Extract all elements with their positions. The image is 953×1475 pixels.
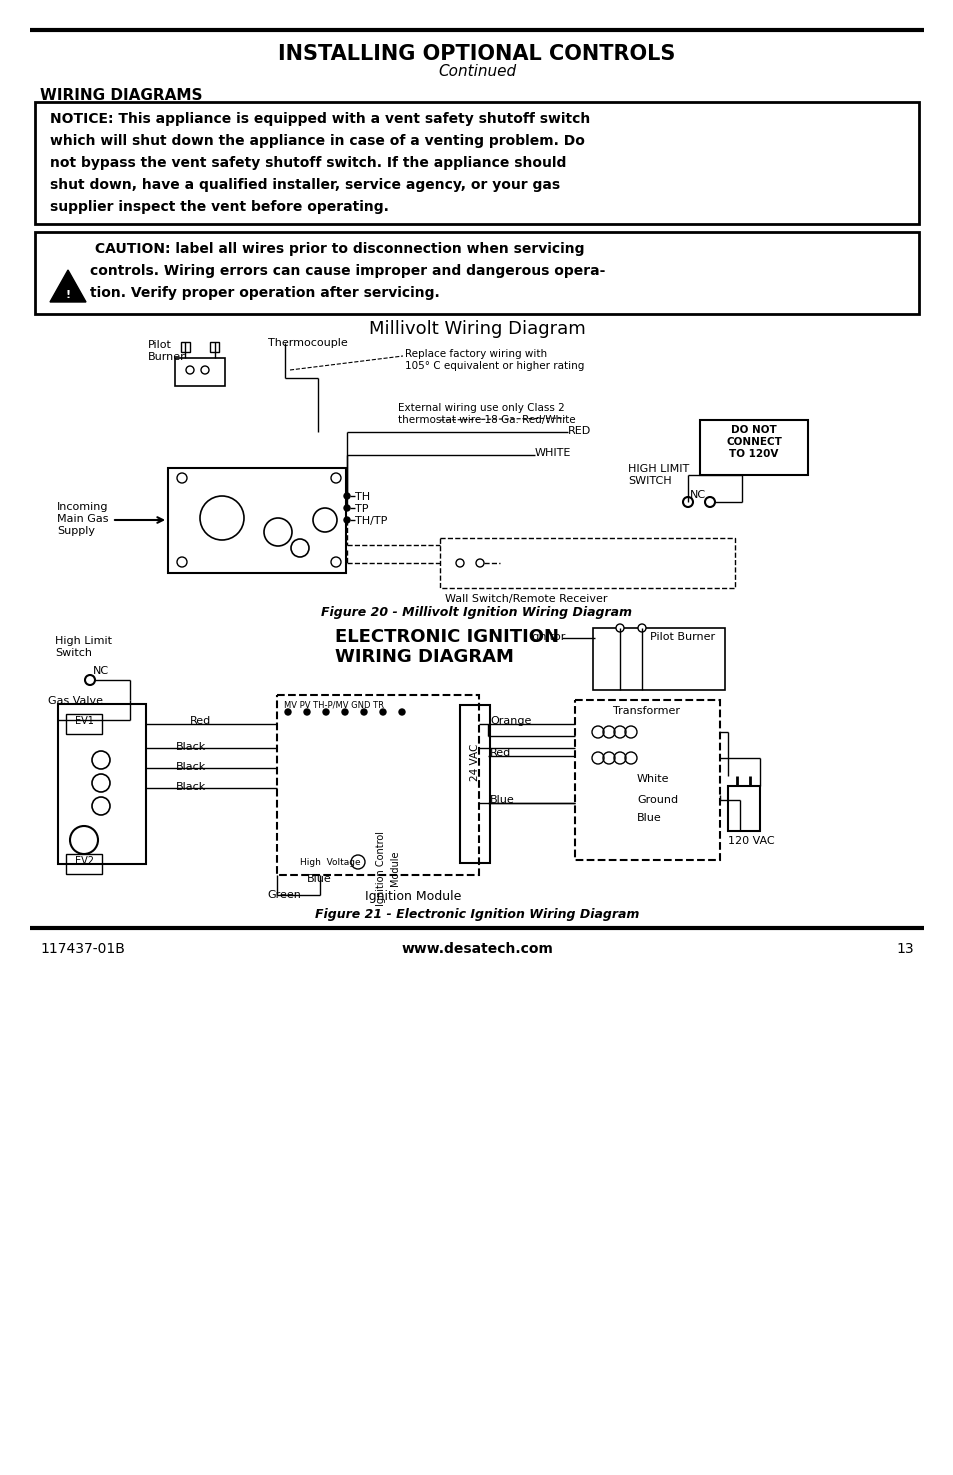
Text: Figure 20 - Millivolt Ignition Wiring Diagram: Figure 20 - Millivolt Ignition Wiring Di…	[321, 606, 632, 619]
Text: Pilot Burner: Pilot Burner	[649, 631, 715, 642]
Text: Green: Green	[267, 889, 300, 900]
Text: Blue: Blue	[307, 875, 332, 884]
Text: TO 120V: TO 120V	[728, 448, 778, 459]
Text: Millivolt Wiring Diagram: Millivolt Wiring Diagram	[368, 320, 585, 338]
Circle shape	[323, 709, 329, 715]
Bar	[174, 358, 225, 386]
Text: CAUTION: label all wires prior to disconnection when servicing: CAUTION: label all wires prior to discon…	[90, 242, 584, 257]
Circle shape	[344, 518, 350, 524]
Bar	[700, 420, 807, 475]
Text: Red: Red	[190, 715, 211, 726]
Text: White: White	[637, 774, 669, 785]
Bar	[66, 714, 102, 735]
Circle shape	[360, 709, 367, 715]
Text: Black: Black	[175, 742, 206, 752]
Text: TP: TP	[355, 504, 368, 513]
Circle shape	[398, 709, 405, 715]
Text: High  Voltage: High Voltage	[299, 858, 360, 867]
Text: 13: 13	[896, 943, 913, 956]
Text: ELECTRONIC IGNITION: ELECTRONIC IGNITION	[335, 628, 558, 646]
Text: HIGH LIMIT: HIGH LIMIT	[627, 465, 688, 473]
Text: EV1: EV1	[74, 715, 93, 726]
Circle shape	[341, 709, 348, 715]
Circle shape	[379, 709, 386, 715]
Bar	[35, 232, 918, 314]
Circle shape	[616, 624, 623, 631]
Text: www.desatech.com: www.desatech.com	[400, 943, 553, 956]
Bar	[276, 695, 478, 875]
Text: Burner: Burner	[148, 353, 186, 361]
Bar	[210, 342, 219, 353]
Text: Ground: Ground	[637, 795, 678, 805]
Text: thermostat wire 18 Ga. Red/White: thermostat wire 18 Ga. Red/White	[397, 414, 575, 425]
Text: Thermocouple: Thermocouple	[268, 338, 348, 348]
Text: shut down, have a qualified installer, service agency, or your gas: shut down, have a qualified installer, s…	[50, 178, 559, 192]
Bar	[58, 704, 146, 864]
Text: 117437-01B: 117437-01B	[40, 943, 125, 956]
Text: External wiring use only Class 2: External wiring use only Class 2	[397, 403, 564, 413]
Text: Black: Black	[175, 782, 206, 792]
Text: !: !	[66, 291, 71, 299]
Text: WIRING DIAGRAMS: WIRING DIAGRAMS	[40, 88, 202, 103]
Text: supplier inspect the vent before operating.: supplier inspect the vent before operati…	[50, 201, 389, 214]
Bar	[168, 468, 346, 572]
Bar	[181, 342, 190, 353]
Text: Module: Module	[390, 850, 399, 886]
Text: controls. Wiring errors can cause improper and dangerous opera-: controls. Wiring errors can cause improp…	[90, 264, 605, 277]
Text: Supply: Supply	[57, 527, 95, 535]
Text: INSTALLING OPTIONAL CONTROLS: INSTALLING OPTIONAL CONTROLS	[278, 44, 675, 63]
Text: SWITCH: SWITCH	[627, 476, 671, 485]
Text: 24 VAC: 24 VAC	[470, 743, 479, 780]
Bar	[35, 102, 918, 224]
Text: TH: TH	[355, 493, 370, 502]
Polygon shape	[50, 270, 86, 302]
Text: CONNECT: CONNECT	[725, 437, 781, 447]
Text: NC: NC	[689, 490, 705, 500]
Bar	[439, 538, 734, 589]
Text: NOTICE: This appliance is equipped with a vent safety shutoff switch: NOTICE: This appliance is equipped with …	[50, 112, 590, 125]
Circle shape	[304, 709, 310, 715]
Text: Ignition Module: Ignition Module	[365, 889, 461, 903]
Text: Blue: Blue	[490, 795, 515, 805]
Circle shape	[285, 709, 291, 715]
Text: 105° C equivalent or higher rating: 105° C equivalent or higher rating	[405, 361, 584, 372]
Text: High Limit: High Limit	[55, 636, 112, 646]
Text: WIRING DIAGRAM: WIRING DIAGRAM	[335, 648, 514, 667]
Text: Gas Valve: Gas Valve	[48, 696, 103, 707]
Circle shape	[344, 493, 350, 499]
Text: Pilot: Pilot	[148, 341, 172, 350]
Bar	[727, 786, 760, 830]
Text: WHITE: WHITE	[535, 448, 571, 459]
Text: DO NOT: DO NOT	[730, 425, 776, 435]
Circle shape	[638, 624, 645, 631]
Text: Wall Switch/Remote Receiver: Wall Switch/Remote Receiver	[444, 594, 607, 603]
Text: RED: RED	[567, 426, 591, 437]
Text: Black: Black	[175, 763, 206, 771]
Circle shape	[344, 504, 350, 510]
Text: tion. Verify proper operation after servicing.: tion. Verify proper operation after serv…	[90, 286, 439, 299]
Text: not bypass the vent safety shutoff switch. If the appliance should: not bypass the vent safety shutoff switc…	[50, 156, 566, 170]
Text: Orange: Orange	[490, 715, 531, 726]
Text: Ignitor: Ignitor	[530, 631, 566, 642]
Text: MV PV TH-P/MV GND TR: MV PV TH-P/MV GND TR	[284, 701, 384, 709]
Text: Main Gas: Main Gas	[57, 513, 109, 524]
Text: Replace factory wiring with: Replace factory wiring with	[405, 350, 547, 358]
Text: NC: NC	[92, 667, 109, 676]
Bar	[459, 705, 490, 863]
Text: Transformer: Transformer	[613, 707, 679, 715]
Text: TH/TP: TH/TP	[355, 516, 387, 527]
Text: Incoming: Incoming	[57, 502, 109, 512]
Text: Figure 21 - Electronic Ignition Wiring Diagram: Figure 21 - Electronic Ignition Wiring D…	[314, 909, 639, 920]
Text: Blue: Blue	[637, 813, 661, 823]
Text: 120 VAC: 120 VAC	[727, 836, 774, 847]
Text: Continued: Continued	[437, 63, 516, 80]
Bar	[66, 854, 102, 875]
Text: Switch: Switch	[55, 648, 91, 658]
Bar	[575, 701, 720, 860]
Text: Red: Red	[490, 748, 511, 758]
Bar	[593, 628, 724, 690]
Text: EV2: EV2	[74, 855, 93, 866]
Text: which will shut down the appliance in case of a venting problem. Do: which will shut down the appliance in ca…	[50, 134, 584, 148]
Text: Ignition Control: Ignition Control	[375, 830, 386, 906]
